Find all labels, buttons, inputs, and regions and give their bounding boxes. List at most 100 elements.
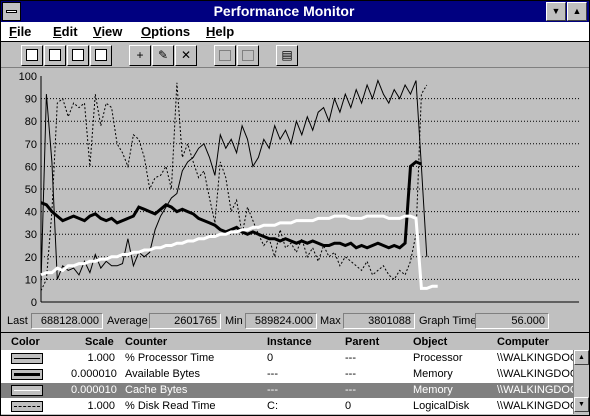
header-parent: Parent (345, 336, 380, 348)
y-tick-label: 10 (25, 274, 37, 286)
legend-instance: 0 (267, 352, 274, 364)
series-line-thick-black (40, 160, 422, 250)
legend-row[interactable]: 0.000010 Cache Bytes --- --- Memory \\WALKING… (1, 383, 579, 398)
y-tick-label: 100 (19, 71, 37, 83)
menu-view[interactable]: View (93, 24, 123, 39)
header-scale: Scale (85, 336, 114, 348)
min-value: 589824.000 (245, 313, 317, 329)
y-tick-label: 40 (25, 207, 37, 219)
legend-counter: % Disk Read Time (125, 400, 216, 412)
y-tick-label: 50 (25, 184, 37, 196)
legend-counter: Available Bytes (125, 368, 201, 380)
header-color: Color (11, 336, 40, 348)
y-tick-label: 70 (25, 139, 37, 151)
legend-object: Memory (413, 384, 453, 396)
legend-parent: --- (345, 368, 356, 380)
legend-instance: --- (267, 368, 278, 380)
legend-counter: Cache Bytes (125, 384, 188, 396)
legend-computer: \\WALKINGDOG (497, 368, 579, 380)
window-title: Performance Monitor (213, 3, 355, 19)
legend-scale: 1.000 (87, 400, 115, 412)
y-tick-label: 20 (25, 252, 37, 264)
y-tick-label: 0 (31, 297, 37, 309)
chart-view-icon (26, 49, 38, 61)
legend-object: LogicalDisk (413, 400, 470, 412)
camera-icon (219, 50, 231, 61)
legend-scale: 1.000 (87, 352, 115, 364)
legend-computer: \\WALKINGDOG (497, 400, 579, 412)
maximize-button[interactable]: ▲ (567, 2, 587, 21)
header-instance: Instance (267, 336, 312, 348)
modify-selection-button[interactable]: ✎ (152, 45, 174, 66)
series-line-white (40, 214, 438, 290)
legend-scale: 0.000010 (71, 384, 117, 396)
y-tick-label: 90 (25, 94, 37, 106)
last-value: 688128.000 (31, 313, 103, 329)
graph-time-value: 56.000 (475, 313, 549, 329)
bookmark-icon (242, 50, 254, 61)
place-bookmark-button[interactable] (237, 45, 259, 66)
legend-color-swatch (11, 353, 43, 364)
minimize-button[interactable]: ▼ (546, 2, 566, 21)
title-bar[interactable]: Performance Monitor ▼ ▲ (1, 1, 589, 22)
options-button[interactable]: ▤ (276, 45, 298, 66)
legend-header: Color Scale Counter Instance Parent Obje… (1, 332, 589, 350)
legend-scrollbar[interactable]: ▲ ▼ (573, 350, 589, 414)
menu-edit[interactable]: Edit (53, 24, 78, 39)
legend-instance: --- (267, 384, 278, 396)
menu-bar: File Edit View Options Help (1, 22, 589, 42)
view-chart-button[interactable] (21, 45, 43, 66)
log-view-icon (72, 49, 84, 61)
view-alerts-button[interactable] (44, 45, 66, 66)
menu-file[interactable]: File (9, 24, 32, 39)
view-log-button[interactable] (67, 45, 89, 66)
header-counter: Counter (125, 336, 168, 348)
plot-background (41, 76, 579, 302)
system-menu-button[interactable] (2, 2, 21, 21)
graph-time-label: Graph Time (419, 315, 477, 327)
average-value: 2601765 (149, 313, 221, 329)
legend-parent: 0 (345, 400, 352, 412)
scroll-up-button[interactable]: ▲ (574, 350, 589, 365)
legend-list: 1.000 % Processor Time 0 --- Processor \\WALK… (1, 350, 579, 414)
y-tick-label: 80 (25, 116, 37, 128)
legend-object: Memory (413, 368, 453, 380)
legend-row[interactable]: 1.000 % Processor Time 0 --- Processor \\WALK… (1, 351, 579, 366)
header-computer: Computer (497, 336, 549, 348)
system-menu-icon (6, 10, 17, 13)
legend-row[interactable]: 1.000 % Disk Read Time C: 0 LogicalDisk \\WAL… (1, 399, 579, 414)
max-label: Max (320, 315, 341, 327)
toolbar: + ✎ ✕ ▤ (1, 43, 589, 68)
legend-counter: % Processor Time (125, 352, 215, 364)
report-view-icon (95, 49, 107, 61)
series-line-thin-black (40, 78, 428, 284)
last-label: Last (7, 315, 28, 327)
add-counter-button[interactable]: + (129, 45, 151, 66)
min-label: Min (225, 315, 243, 327)
legend-color-swatch (11, 385, 43, 396)
y-tick-label: 30 (25, 229, 37, 241)
menu-options[interactable]: Options (141, 24, 191, 39)
legend-row[interactable]: 0.000010 Available Bytes --- --- Memory \\WAL… (1, 367, 579, 382)
legend-computer: \\WALKINGDOG (497, 352, 579, 364)
scroll-down-button[interactable]: ▼ (574, 397, 589, 412)
header-object: Object (413, 336, 448, 348)
alert-view-icon (49, 49, 61, 61)
view-report-button[interactable] (90, 45, 112, 66)
menu-help[interactable]: Help (206, 24, 235, 39)
delete-selection-button[interactable]: ✕ (175, 45, 197, 66)
average-label: Average (107, 315, 148, 327)
chart-area[interactable]: 100 90 80 70 60 50 40 30 20 10 0 (3, 70, 587, 310)
y-tick-label: 60 (25, 161, 37, 173)
legend-color-swatch (11, 401, 43, 412)
legend-scale: 0.000010 (71, 368, 117, 380)
max-value: 3801088 (343, 313, 415, 329)
legend-instance: C: (267, 400, 278, 412)
legend-parent: --- (345, 352, 356, 364)
legend-object: Processor (413, 352, 463, 364)
value-bar: Last 688128.000 Average 2601765 Min 5898… (3, 311, 587, 331)
legend-color-swatch (11, 369, 43, 380)
update-now-button[interactable] (214, 45, 236, 66)
